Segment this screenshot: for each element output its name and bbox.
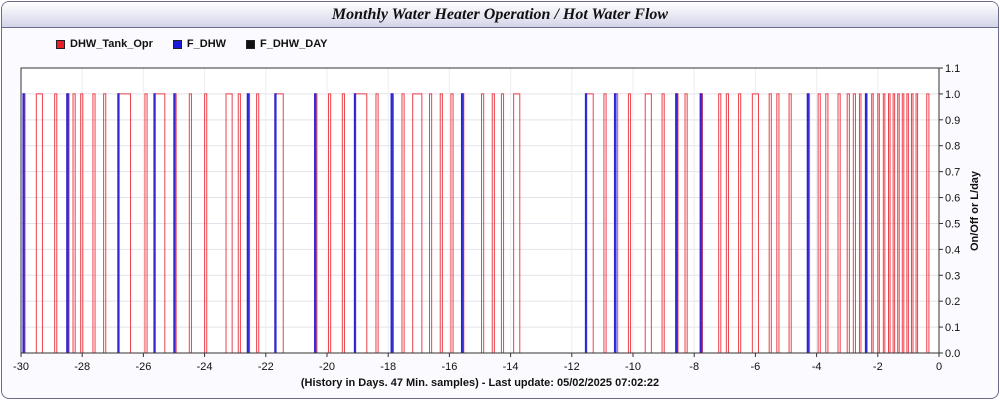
y-tick-label: 0.0 <box>945 348 960 360</box>
y-tick-label: 0.2 <box>945 296 960 308</box>
x-tick-label: -20 <box>319 361 335 373</box>
legend-swatch-f-dhw-day <box>246 39 256 49</box>
plot-border <box>20 67 940 354</box>
legend-swatch-dhw-tank-opr <box>56 39 65 49</box>
y-tick-label: 0.9 <box>945 115 960 127</box>
plot-area <box>21 68 939 353</box>
x-tick-label: -22 <box>258 361 274 373</box>
x-tick-label: -2 <box>873 361 883 373</box>
x-tick-label: -8 <box>689 361 699 373</box>
x-tick-label: -12 <box>564 361 580 373</box>
x-tick-label: -16 <box>441 361 457 373</box>
legend-label-f-dhw: F_DHW <box>186 38 227 50</box>
x-tick-label: 0 <box>936 361 942 373</box>
x-tick-label: -26 <box>135 361 151 373</box>
x-axis: -30 -28 -26 -24 -22 -20 -18 -16 -14 -12 -10 -8 -6 -4-… <box>13 353 942 373</box>
x-tick-label: -24 <box>197 361 213 373</box>
x-tick-label: -14 <box>503 361 519 373</box>
legend-label-dhw-tank-opr: DHW_Tank_Opr <box>70 38 153 50</box>
x-tick-label: -6 <box>751 361 761 373</box>
series-layer <box>22 93 930 353</box>
x-tick-label: -4 <box>812 361 822 373</box>
y-axis-label: On/Off or L/day <box>969 170 981 251</box>
y-axis: 0.0 0.1 0.2 0.3 0.4 0.5 0.6 0.7 0.8 0.9 1.0 1.1 <box>939 63 960 360</box>
chart-title: Monthly Water Heater Operation / Hot Wat… <box>331 6 669 23</box>
x-tick-label: -30 <box>13 361 29 373</box>
x-axis-label: (History in Days. 47 Min. samples) - Las… <box>301 377 659 389</box>
series-line-f-dhw <box>22 93 868 353</box>
y-tick-label: 0.7 <box>945 167 960 179</box>
legend-item-f-dhw[interactable]: F_DHW <box>172 38 227 50</box>
legend-item-f-dhw-day[interactable]: F_DHW_DAY <box>246 38 327 50</box>
y-tick-label: 0.3 <box>945 270 960 282</box>
y-tick-label: 1.1 <box>945 63 960 75</box>
x-tick-label: -28 <box>74 361 90 373</box>
legend-item-dhw-tank-opr[interactable]: DHW_Tank_Opr <box>56 38 153 50</box>
y-tick-label: 0.1 <box>945 322 960 334</box>
y-tick-label: 0.8 <box>945 141 960 153</box>
legend: DHW_Tank_Opr F_DHW F_DHW_DAY <box>56 37 327 51</box>
x-tick-label: -18 <box>380 361 396 373</box>
x-tick-label: -10 <box>625 361 641 373</box>
legend-label-f-dhw-day: F_DHW_DAY <box>260 38 328 50</box>
title-bar: Monthly Water Heater Operation / Hot Wat… <box>2 2 998 28</box>
legend-swatch-f-dhw <box>172 39 182 49</box>
y-tick-label: 0.5 <box>945 218 960 230</box>
y-tick-label: 0.6 <box>945 193 960 205</box>
y-tick-label: 0.4 <box>945 244 960 256</box>
y-tick-label: 1.0 <box>945 89 960 101</box>
